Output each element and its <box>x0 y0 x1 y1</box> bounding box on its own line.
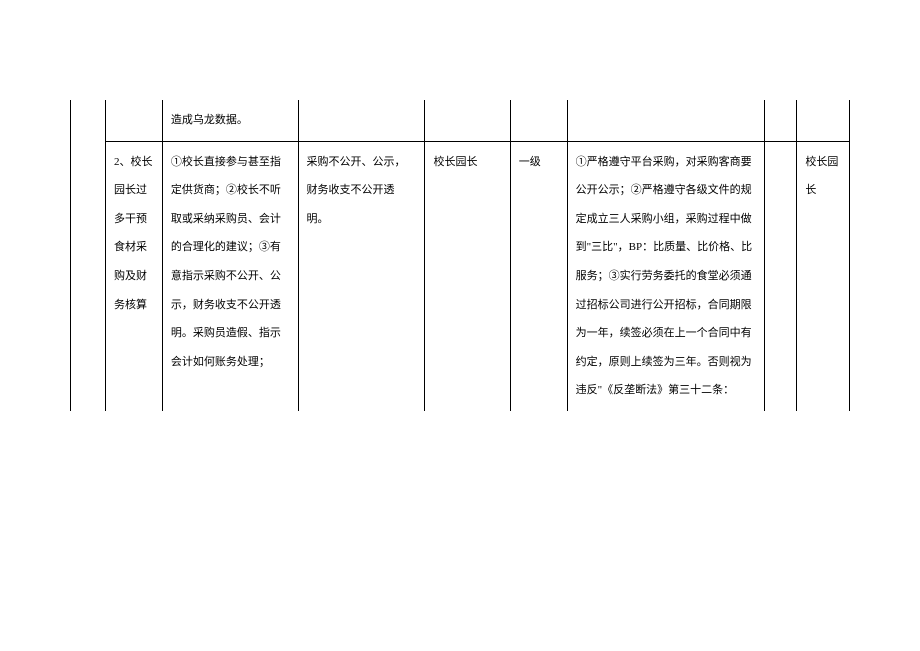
cell-r1-c3: 采购不公开、公示，财务收支不公开透明。 <box>298 141 425 411</box>
document-table: 造成乌龙数据。 2、校长园长过多干预食材采购及财务核算 ①校长直接参与甚至指定供… <box>70 100 850 411</box>
cell-r0-c4 <box>425 100 510 141</box>
cell-r1-c5: 一级 <box>510 141 567 411</box>
cell-r1-c8: 校长园长 <box>797 141 850 411</box>
cell-r1-c0 <box>71 141 106 411</box>
cell-r1-c6: ①严格遵守平台采购，对采购客商要公开公示；②严格遵守各级文件的规定成立三人采购小… <box>567 141 764 411</box>
cell-r0-c0 <box>71 100 106 141</box>
cell-r0-c6 <box>567 100 764 141</box>
cell-r0-c2: 造成乌龙数据。 <box>162 100 298 141</box>
cell-r0-c7 <box>764 100 797 141</box>
table-row: 造成乌龙数据。 <box>71 100 850 141</box>
cell-r0-c1 <box>106 100 163 141</box>
cell-r1-c7 <box>764 141 797 411</box>
cell-r1-c2: ①校长直接参与甚至指定供货商；②校长不听取或采纳采购员、会计的合理化的建议；③有… <box>162 141 298 411</box>
cell-r0-c3 <box>298 100 425 141</box>
cell-r0-c5 <box>510 100 567 141</box>
cell-r1-c1: 2、校长园长过多干预食材采购及财务核算 <box>106 141 163 411</box>
cell-r0-c8 <box>797 100 850 141</box>
table-row: 2、校长园长过多干预食材采购及财务核算 ①校长直接参与甚至指定供货商；②校长不听… <box>71 141 850 411</box>
cell-r1-c4: 校长园长 <box>425 141 510 411</box>
